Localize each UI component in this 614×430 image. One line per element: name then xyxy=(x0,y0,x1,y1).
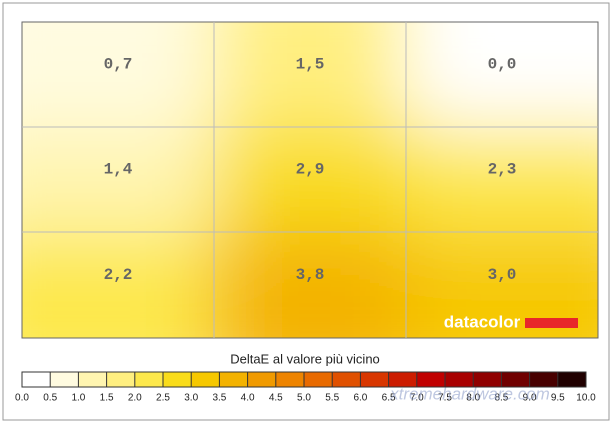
value-label: 1,4 xyxy=(104,161,133,179)
colorbar-swatch xyxy=(50,372,79,387)
heat-cell xyxy=(22,232,214,338)
colorbar-tick-label: 9.0 xyxy=(523,393,537,404)
colorbar-tick-label: 4.5 xyxy=(269,393,283,404)
heat-cells xyxy=(22,22,598,338)
colorbar-swatch xyxy=(416,372,445,387)
colorbar-tick-label: 2.5 xyxy=(156,393,170,404)
colorbar-swatch xyxy=(445,372,474,387)
heat-cell xyxy=(214,127,406,233)
colorbar-swatch xyxy=(332,372,361,387)
value-label: 1,5 xyxy=(296,55,325,73)
colorbar-tick-label: 3.0 xyxy=(184,393,198,404)
colorbar-swatch xyxy=(78,372,107,387)
colorbar-swatch xyxy=(501,372,530,387)
colorbar-swatch xyxy=(473,372,502,387)
colorbar-tick-label: 0.5 xyxy=(43,393,57,404)
colorbar-tick-label: 8.0 xyxy=(466,393,480,404)
colorbar-tick-label: 5.0 xyxy=(297,393,311,404)
colorbar-swatch xyxy=(22,372,51,387)
colorbar-swatch xyxy=(106,372,135,387)
colorbar-swatch xyxy=(191,372,220,387)
colorbar-swatch xyxy=(219,372,248,387)
colorbar-tick-label: 4.0 xyxy=(241,393,255,404)
colorbar-tick-label: 9.5 xyxy=(551,393,565,404)
colorbar-swatch xyxy=(360,372,389,387)
heat-cell xyxy=(406,127,598,233)
value-label: 3,0 xyxy=(488,266,517,284)
colorbar-tick-label: 6.5 xyxy=(382,393,396,404)
colorbar-tick-label: 3.5 xyxy=(212,393,226,404)
value-label: 2,2 xyxy=(104,266,133,284)
colorbar-title: DeltaE al valore più vicino xyxy=(230,351,380,366)
colorbar-swatch xyxy=(304,372,333,387)
colorbar-tick-label: 6.0 xyxy=(353,393,367,404)
colorbar-tick-label: 1.0 xyxy=(71,393,85,404)
value-label: 2,9 xyxy=(296,161,325,179)
heat-cell xyxy=(214,22,406,128)
watermark: xtremehardware.com xyxy=(389,384,550,403)
brand-bar xyxy=(525,318,578,328)
colorbar-tick-label: 8.5 xyxy=(494,393,508,404)
heat-cell xyxy=(22,127,214,233)
colorbar-tick-label: 10.0 xyxy=(576,393,596,404)
colorbar-swatch xyxy=(163,372,192,387)
colorbar: 0.0 0.5 1.0 1.5 2.0 2.5 3.0 3.5 4.0 4.5 5.0 5.5 6.0 6… xyxy=(15,371,596,404)
colorbar-swatch xyxy=(388,372,417,387)
grid xyxy=(22,22,598,338)
heat-cell xyxy=(406,22,598,128)
colorbar-swatch xyxy=(529,372,558,387)
colorbar-swatch xyxy=(275,372,304,387)
colorbar-swatch xyxy=(247,372,276,387)
colorbar-tick-label: 7.0 xyxy=(410,393,424,404)
colorbar-tick-label: 5.5 xyxy=(325,393,339,404)
heat-cell xyxy=(22,22,214,128)
value-label: 0,0 xyxy=(488,55,517,73)
colorbar-tick-label: 2.0 xyxy=(128,393,142,404)
heat-cell xyxy=(214,232,406,338)
colorbar-swatch xyxy=(134,372,163,387)
colorbar-tick-label: 1.5 xyxy=(100,393,114,404)
brand: datacolor xyxy=(444,312,521,331)
heatmap-area xyxy=(22,22,598,338)
value-label: 2,3 xyxy=(488,161,517,179)
colorbar-tick-label: 7.5 xyxy=(438,393,452,404)
value-label: 3,8 xyxy=(296,266,325,284)
value-label: 0,7 xyxy=(104,55,133,73)
plot-border xyxy=(21,21,599,339)
colorbar-swatch xyxy=(557,372,586,387)
colorbar-tick-label: 0.0 xyxy=(15,393,29,404)
